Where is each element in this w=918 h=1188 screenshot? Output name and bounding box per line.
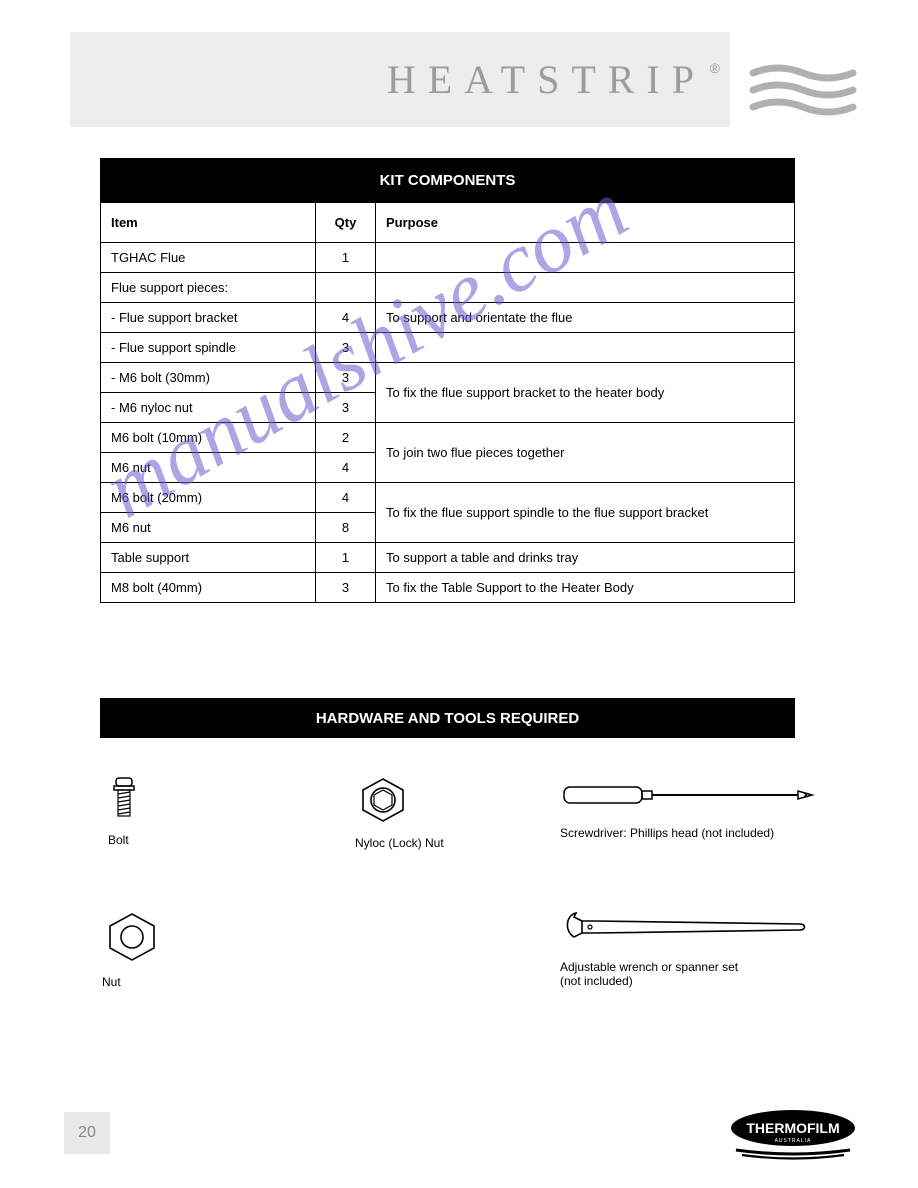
cell-purpose	[376, 333, 795, 363]
screwdriver-label: Screwdriver: Phillips head (not included…	[560, 826, 820, 840]
cell-qty	[316, 273, 376, 303]
cell-qty: 1	[316, 243, 376, 273]
locknut-icon: Nyloc (Lock) Nut	[355, 775, 444, 850]
cell-item: Table support	[101, 543, 316, 573]
bolt-icon: Bolt	[108, 770, 188, 847]
thermofilm-brand-text: THERMOFILM	[746, 1120, 839, 1136]
col-header-qty: Qty	[316, 203, 376, 243]
cell-item: M8 bolt (40mm)	[101, 573, 316, 603]
table-row: TGHAC Flue 1	[101, 243, 795, 273]
cell-item: - M6 bolt (30mm)	[101, 363, 316, 393]
section-heading-kit-components: KIT COMPONENTS	[100, 158, 795, 202]
table-row: M6 bolt (20mm) 4 To fix the flue support…	[101, 483, 795, 513]
waves-icon	[748, 58, 858, 118]
page-number: 20	[64, 1112, 110, 1154]
nut-label: Nut	[102, 975, 162, 989]
cell-item: - Flue support spindle	[101, 333, 316, 363]
cell-item: - Flue support bracket	[101, 303, 316, 333]
cell-qty: 4	[316, 483, 376, 513]
wrench-icon: Adjustable wrench or spanner set (not in…	[560, 905, 810, 988]
nut-icon: Nut	[102, 910, 162, 989]
cell-item: Flue support pieces:	[101, 273, 316, 303]
thermofilm-sub-text: AUSTRALIA	[775, 1138, 812, 1144]
table-header-row: Item Qty Purpose	[101, 203, 795, 243]
table-row: M6 bolt (10mm) 2 To join two flue pieces…	[101, 423, 795, 453]
bolt-label: Bolt	[108, 833, 188, 847]
header-banner: HEATSTRIP ®	[70, 32, 730, 127]
cell-purpose: To join two flue pieces together	[376, 423, 795, 483]
cell-qty: 8	[316, 513, 376, 543]
cell-item: TGHAC Flue	[101, 243, 316, 273]
cell-qty: 3	[316, 393, 376, 423]
cell-item: M6 bolt (10mm)	[101, 423, 316, 453]
cell-purpose: To fix the flue support bracket to the h…	[376, 363, 795, 423]
cell-qty: 1	[316, 543, 376, 573]
col-header-item: Item	[101, 203, 316, 243]
cell-item: M6 nut	[101, 513, 316, 543]
table-row: Flue support pieces:	[101, 273, 795, 303]
registered-mark: ®	[710, 60, 720, 76]
table-row: - Flue support spindle 3	[101, 333, 795, 363]
cell-qty: 3	[316, 333, 376, 363]
cell-qty: 2	[316, 423, 376, 453]
page: HEATSTRIP ® KIT COMPONENTS Item Qty Purp…	[0, 0, 918, 1188]
cell-purpose	[376, 243, 795, 273]
cell-purpose: To fix the flue support spindle to the f…	[376, 483, 795, 543]
locknut-label: Nyloc (Lock) Nut	[355, 836, 444, 850]
thermofilm-logo: THERMOFILM AUSTRALIA	[728, 1108, 858, 1160]
cell-item: M6 nut	[101, 453, 316, 483]
col-header-purpose: Purpose	[376, 203, 795, 243]
section-heading-hardware-tools: HARDWARE AND TOOLS REQUIRED	[100, 698, 795, 738]
cell-qty: 3	[316, 363, 376, 393]
cell-item: - M6 nyloc nut	[101, 393, 316, 423]
table-row: Table support 1 To support a table and d…	[101, 543, 795, 573]
brand-text: HEATSTRIP	[387, 56, 706, 103]
cell-qty: 4	[316, 303, 376, 333]
cell-purpose: To fix the Table Support to the Heater B…	[376, 573, 795, 603]
kit-components-table: Item Qty Purpose TGHAC Flue 1 Flue suppo…	[100, 202, 795, 603]
cell-qty: 3	[316, 573, 376, 603]
cell-purpose: To support a table and drinks tray	[376, 543, 795, 573]
cell-purpose: To support and orientate the flue	[376, 303, 795, 333]
table-row: - M6 bolt (30mm) 3 To fix the flue suppo…	[101, 363, 795, 393]
wrench-label: Adjustable wrench or spanner set (not in…	[560, 960, 810, 988]
table-row: - Flue support bracket 4 To support and …	[101, 303, 795, 333]
table-row: M8 bolt (40mm) 3 To fix the Table Suppor…	[101, 573, 795, 603]
screwdriver-icon: Screwdriver: Phillips head (not included…	[560, 775, 820, 840]
cell-purpose	[376, 273, 795, 303]
cell-qty: 4	[316, 453, 376, 483]
cell-item: M6 bolt (20mm)	[101, 483, 316, 513]
